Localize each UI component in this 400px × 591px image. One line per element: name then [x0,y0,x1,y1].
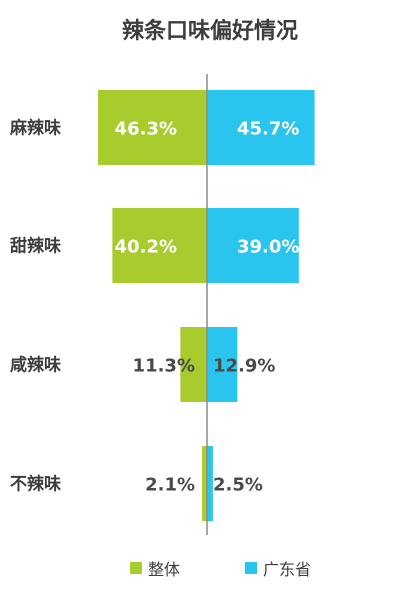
labels-layer: 麻辣味 46.3% 45.7% 甜辣味 40.2% 39.0% 咸辣味 11.3% 12.9% 不… [9,118,299,496]
legend: 整体 广东省 [130,560,311,579]
data-label-guangdong: 12.9% [213,356,275,377]
category-label: 甜辣味 [10,236,61,257]
category-label: 麻辣味 [9,118,61,139]
category-label: 咸辣味 [10,355,61,376]
data-label-guangdong: 45.7% [237,119,299,140]
bar-guangdong [207,208,299,283]
data-label-overall: 11.3% [133,356,195,377]
bar-overall [112,208,207,283]
legend-label: 广东省 [263,560,311,579]
legend-label: 整体 [148,560,180,579]
bar-overall [98,90,207,165]
bar-overall [202,446,207,521]
legend-swatch [245,562,257,574]
category-label: 不辣味 [10,474,61,495]
data-label-overall: 2.1% [145,475,195,496]
bar-guangdong [207,446,213,521]
bar-guangdong [207,90,315,165]
bar-overall [180,327,207,402]
chart-title: 辣条口味偏好情况 [122,18,298,44]
bar-guangdong [207,327,238,402]
data-label-guangdong: 39.0% [237,237,299,258]
data-label-overall: 46.3% [115,119,177,140]
data-label-overall: 40.2% [115,237,177,258]
legend-swatch [130,562,142,574]
data-label-guangdong: 2.5% [213,475,263,496]
bars-layer [98,90,315,521]
